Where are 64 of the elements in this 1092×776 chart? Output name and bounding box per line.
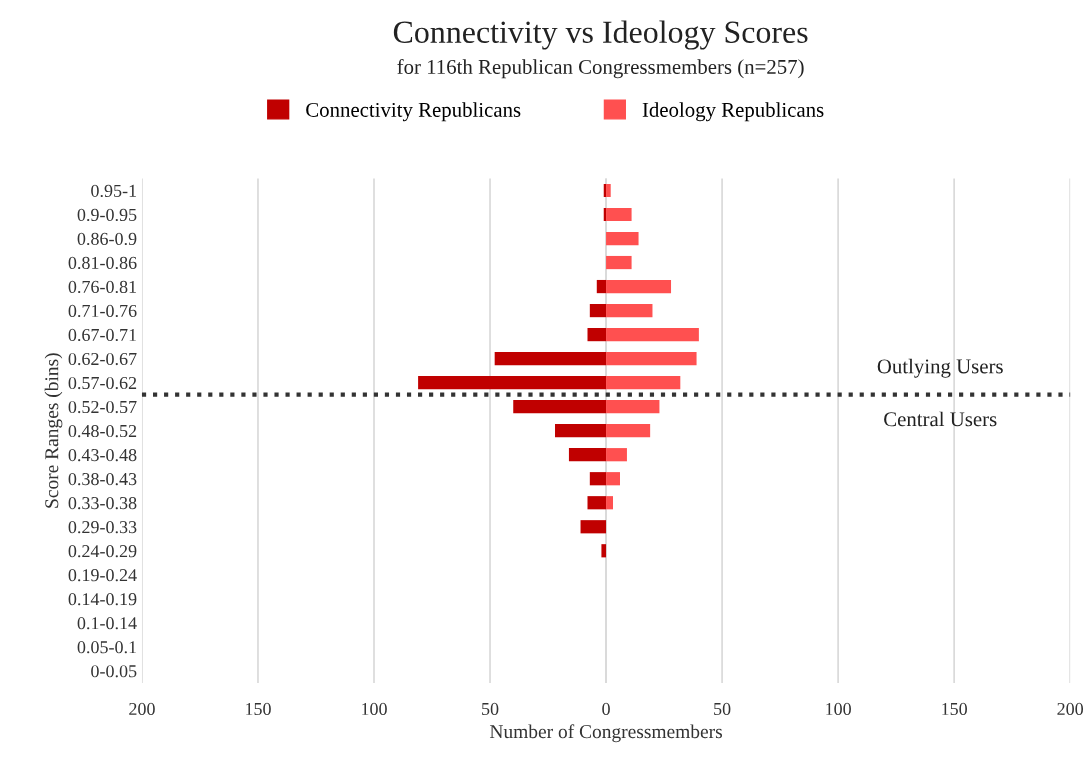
y-tick-label: 0.48-0.52 (68, 424, 137, 438)
y-tick-label: 0.9-0.95 (77, 208, 137, 222)
y-tick-label: 0.86-0.9 (77, 232, 137, 246)
bar (418, 376, 607, 390)
y-axis-title: Score Ranges (bins) (44, 353, 63, 508)
bar (568, 448, 607, 462)
bar (589, 303, 607, 318)
annotation: Outlying Users (877, 358, 1003, 378)
chart-subtitle: for 116th Republican Congressmembers (n=257) (397, 59, 804, 79)
bar (606, 279, 672, 294)
y-tick-label: 0.14-0.19 (68, 593, 137, 606)
x-tick-label: 200 (129, 702, 155, 716)
y-tick-label: 0.29-0.33 (68, 521, 137, 534)
bar (587, 328, 607, 342)
bar (596, 279, 607, 294)
y-tick-label: 0.76-0.81 (68, 280, 137, 294)
x-tick-label: 150 (942, 702, 967, 716)
y-tick-label: 0.38-0.43 (68, 472, 137, 486)
bar (601, 544, 607, 558)
bar (606, 352, 697, 366)
bar (606, 255, 632, 270)
bar (606, 303, 653, 318)
y-tick-label: 0.1-0.14 (77, 617, 137, 630)
bar (606, 472, 620, 486)
y-tick-label: 0.19-0.24 (68, 569, 137, 582)
y-tick-label: 0.43-0.48 (68, 448, 137, 462)
bar (587, 496, 607, 510)
bar (555, 424, 607, 438)
y-tick-label: 0.33-0.38 (68, 496, 137, 510)
bar (606, 376, 681, 390)
bar (606, 183, 611, 198)
y-tick-label: 0.52-0.57 (68, 400, 137, 414)
y-tick-label: 0.95-1 (91, 184, 137, 198)
x-tick-label: 0 (602, 702, 610, 716)
bar (494, 352, 607, 366)
bar (606, 207, 632, 222)
legend-label: Ideology Republicans (642, 102, 824, 122)
bar (606, 400, 660, 414)
chart-title: Connectivity vs Ideology Scores (393, 20, 808, 50)
x-axis-title: Number of Congressmembers (489, 724, 722, 743)
x-tick-label: 100 (826, 702, 851, 716)
bar (589, 472, 607, 486)
bar (606, 448, 627, 462)
y-tick-label: 0.05-0.1 (77, 641, 137, 654)
y-tick-label: 0.71-0.76 (68, 304, 137, 318)
x-tick-label: 150 (246, 702, 271, 716)
bar (606, 328, 699, 342)
y-tick-label: 0-0.05 (91, 665, 137, 678)
bar (606, 231, 639, 246)
y-tick-label: 0.62-0.67 (68, 352, 137, 366)
y-tick-label: 0.81-0.86 (68, 256, 137, 270)
legend-label: Connectivity Republicans (306, 102, 521, 122)
x-tick-label: 50 (482, 702, 499, 716)
x-tick-label: 200 (1057, 702, 1084, 716)
x-tick-label: 50 (714, 702, 731, 716)
y-tick-label: 0.24-0.29 (68, 545, 137, 558)
bar (606, 424, 651, 438)
annotation: Central Users (884, 411, 997, 427)
bar (513, 400, 607, 414)
bar (580, 520, 607, 534)
y-tick-label: 0.67-0.71 (68, 328, 137, 342)
y-tick-label: 0.57-0.62 (68, 376, 137, 390)
x-tick-label: 100 (362, 702, 387, 716)
bar (606, 496, 614, 510)
